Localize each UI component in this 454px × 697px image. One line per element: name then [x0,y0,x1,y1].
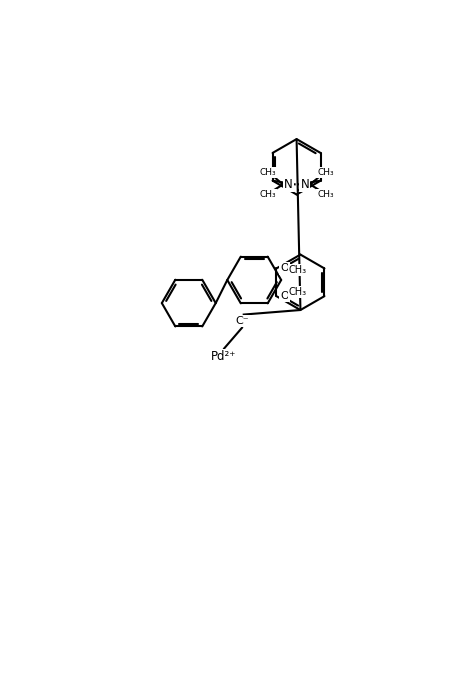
Text: O: O [280,291,289,301]
Text: O: O [280,263,289,273]
Text: CH₃: CH₃ [289,287,307,298]
Text: CH₃: CH₃ [259,190,276,199]
Text: CH₃: CH₃ [317,168,334,177]
Text: CH₃: CH₃ [317,190,334,199]
Text: CH₃: CH₃ [259,168,276,177]
Text: N: N [284,178,293,191]
Text: Pd²⁺: Pd²⁺ [211,351,236,364]
Text: C⁻: C⁻ [236,316,250,325]
Text: CH₃: CH₃ [289,265,307,275]
Text: N: N [301,178,309,191]
